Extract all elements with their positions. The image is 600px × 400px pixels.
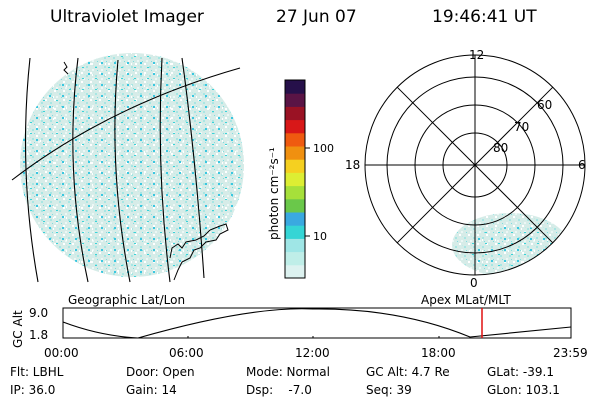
gain-info: Gain: 14 — [126, 383, 177, 397]
polar-plot: 12 18 6 0 60 70 80 — [345, 48, 586, 290]
mode-info: Mode: Normal — [246, 365, 330, 379]
mlt-label-0: 0 — [470, 276, 478, 290]
color-bar-segment — [285, 185, 305, 200]
mlt-line-diagonal — [396, 86, 554, 244]
seq-info: Seq: 39 — [366, 383, 412, 397]
orbit-y-tick: 9.0 — [29, 306, 48, 320]
color-bar-segment — [285, 212, 305, 226]
x-tick-label: 18:00 — [421, 346, 456, 360]
x-tick-label: 06:00 — [169, 346, 204, 360]
x-tick-label: 23:59 — [553, 346, 588, 360]
meridian-line — [114, 59, 131, 283]
orbit-y-tick: 1.8 — [29, 328, 48, 342]
color-scale-bar: 100 10 photon cm⁻²s⁻¹ — [267, 79, 334, 279]
ip-info: IP: 36.0 — [10, 383, 56, 397]
x-tick-label: 12:00 — [295, 346, 330, 360]
color-bar-segment — [285, 146, 305, 160]
orbit-plot-frame — [62, 307, 572, 339]
instrument-title: Ultraviolet Imager — [50, 7, 204, 27]
color-bar-segment — [285, 106, 305, 121]
color-bar-segment — [285, 93, 305, 107]
color-bar-tick-label: 100 — [313, 142, 334, 155]
color-bar-segment — [285, 132, 305, 147]
door-info: Door: Open — [126, 365, 195, 379]
auroral-emission-speckle — [469, 226, 561, 274]
color-bar-segment — [285, 80, 305, 94]
uv-image-panel — [11, 53, 244, 283]
color-bar-units-label: photon cm⁻²s⁻¹ — [267, 147, 281, 240]
latitude-line — [11, 67, 241, 181]
altitude-curve — [62, 308, 572, 339]
meridian-line — [159, 57, 171, 283]
mlt-label-12: 12 — [469, 48, 484, 62]
meridian-line — [72, 57, 89, 283]
x-tick-label: 00:00 — [44, 346, 79, 360]
mlat-label-60: 60 — [537, 98, 552, 112]
mlat-label-80: 80 — [493, 141, 508, 155]
coastline-australia — [169, 223, 229, 281]
dsp-info: Dsp: -7.0 — [246, 383, 312, 397]
color-bar-segment — [285, 172, 305, 187]
color-bar-segment — [285, 251, 305, 266]
color-bar-segment — [285, 159, 305, 173]
meridian-line — [181, 57, 205, 279]
mlt-label-6: 6 — [578, 158, 586, 172]
coastline-fragment — [63, 61, 69, 75]
mlt-label-18: 18 — [345, 158, 360, 172]
image-time: 19:46:41 UT — [432, 7, 537, 27]
color-bar-segment — [285, 198, 305, 213]
glon-info: GLon: 103.1 — [487, 383, 560, 397]
mlat-label-70: 70 — [514, 120, 529, 134]
color-bar-tick-label: 10 — [313, 230, 327, 243]
orbit-altitude-plot: Geographic Lat/Lon Apex MLat/MLT GC Alt … — [11, 293, 588, 360]
geographic-caption: Geographic Lat/Lon — [68, 293, 185, 307]
uv-emission-speckle — [20, 53, 244, 277]
color-bar-segment — [285, 225, 305, 239]
glat-info: GLat: -39.1 — [487, 365, 554, 379]
color-bar-segment — [285, 264, 305, 279]
color-bar-segment — [285, 238, 305, 253]
apex-caption: Apex MLat/MLT — [421, 293, 511, 307]
image-date: 27 Jun 07 — [276, 7, 357, 27]
color-bar-segment — [285, 119, 305, 134]
orbit-y-label: GC Alt — [11, 310, 25, 348]
filter-info: Flt: LBHL — [10, 365, 64, 379]
gc-alt-info: GC Alt: 4.7 Re — [366, 365, 450, 379]
color-bar-frame — [284, 79, 306, 279]
geographic-grid — [11, 57, 241, 283]
